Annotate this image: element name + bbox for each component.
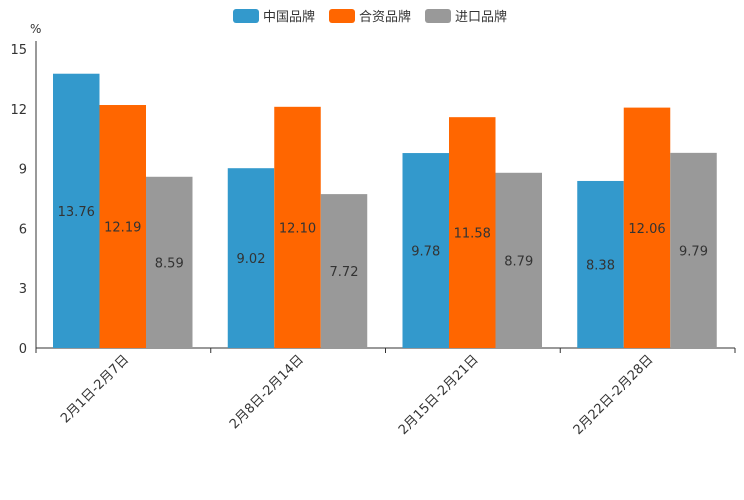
data-label: 11.58 [454,227,491,242]
y-tick-label: 0 [19,342,27,357]
bar [99,105,146,348]
y-tick-label: 12 [10,103,27,118]
data-label: 8.38 [586,258,615,273]
bar [670,152,717,348]
legend-label: 合资品牌 [359,9,411,25]
y-tick-label: 9 [19,163,27,178]
x-tick-label: 2月15日-2月21日 [396,352,482,438]
bar [577,180,624,348]
y-tick-label: 6 [19,222,27,237]
x-tick-label: 2月8日-2月14日 [227,352,307,432]
data-label: 9.78 [411,245,440,260]
bar [402,153,449,348]
legend-swatch [425,9,451,23]
y-axis-label: % [30,22,41,36]
data-label: 12.06 [628,222,665,237]
y-tick-label: 15 [10,43,27,58]
legend-label: 中国品牌 [263,9,315,25]
data-label: 12.19 [104,221,141,236]
legend-label: 进口品牌 [455,9,507,25]
bar [274,106,321,348]
x-tick-label: 2月22日-2月28日 [571,352,657,438]
bar [53,73,100,348]
data-label: 9.79 [679,244,708,259]
legend-swatch [329,9,355,23]
x-tick-label: 2月1日-2月7日 [58,352,132,426]
legend-swatch [233,9,259,23]
data-labels: 13.76 9.02 9.78 8.38 12.19 12.10 11.58 12.06 8.5… [58,205,708,280]
bar [495,172,542,348]
bars [53,73,717,348]
data-label: 7.72 [330,265,359,280]
y-tick-label: 3 [19,282,27,297]
bar [449,117,496,348]
data-label: 8.79 [504,254,533,269]
data-label: 12.10 [279,221,316,236]
bar [320,194,368,348]
bar [623,107,671,348]
data-label: 9.02 [237,252,266,267]
y-axis: 0 3 6 9 12 15 [10,41,37,357]
x-axis: 2月1日-2月7日 2月8日-2月14日 2月15日-2月21日 2月22日-2月28… [35,347,736,438]
bar [227,168,275,348]
bar [146,176,193,348]
data-label: 13.76 [58,205,95,220]
legend: 中国品牌 合资品牌 进口品牌 [233,9,507,25]
data-label: 8.59 [155,256,184,271]
